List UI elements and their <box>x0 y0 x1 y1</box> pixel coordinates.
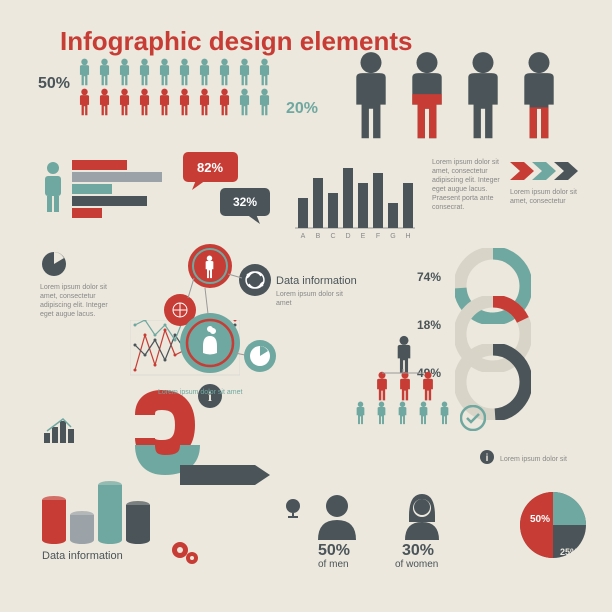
men-lbl: of men <box>318 559 349 570</box>
arrows-text: Lorem ipsum dolor sit amet, consectetur <box>510 188 582 206</box>
svg-text:H: H <box>405 233 410 240</box>
svg-text:E: E <box>361 233 366 240</box>
pie-text: Lorem ipsum dolor sit amet, consectetur … <box>40 283 120 319</box>
big-people <box>350 50 580 145</box>
svg-text:B: B <box>316 233 321 240</box>
lorem-1: Lorem ipsum dolor sit amet, consectetur … <box>432 158 502 213</box>
circles-body: Lorem ipsum dolor sit amet <box>276 290 348 308</box>
svg-text:32%: 32% <box>233 195 257 209</box>
cyl-bars <box>42 470 157 545</box>
person-icon <box>38 160 68 215</box>
pie-right-text: Lorem ipsum dolor sit <box>500 455 570 464</box>
cyl-label: Data information <box>42 550 123 562</box>
svg-text:25%: 25% <box>560 547 578 557</box>
svg-text:D: D <box>345 233 350 240</box>
pie-small-icon <box>40 250 68 278</box>
men-pct: 50% <box>318 542 350 560</box>
women-lbl: of women <box>395 559 438 570</box>
vbars: ABCDEFGH <box>290 158 420 243</box>
svg-text:i: i <box>486 453 489 464</box>
svg-text:F: F <box>376 233 380 240</box>
people-grid <box>78 58 283 118</box>
circles-cluster: i <box>150 238 310 413</box>
svg-text:G: G <box>390 233 395 240</box>
hierarchy <box>350 335 460 430</box>
svg-text:50%: 50% <box>530 514 550 525</box>
pct-right: 20% <box>286 100 318 118</box>
women-pct: 30% <box>402 542 434 560</box>
globe-icon <box>283 498 303 518</box>
gears-icon <box>170 540 202 568</box>
pct-left: 50% <box>38 75 70 93</box>
arrows <box>510 160 585 182</box>
info-icon-2: i <box>480 450 494 464</box>
man-avatar <box>310 490 365 540</box>
circles-label: Data information <box>276 275 357 287</box>
svg-text:82%: 82% <box>197 160 223 175</box>
pie-right: 50% 25% <box>518 470 588 570</box>
donuts: 74%18%49% <box>455 248 531 406</box>
ribbon-text: Lorem ipsum dolor sit amet <box>158 388 253 397</box>
bar-icon <box>42 415 80 445</box>
svg-text:C: C <box>330 233 335 240</box>
speech-bubbles: 82% 32% <box>178 150 278 230</box>
check-icon <box>460 405 486 431</box>
hbars <box>72 160 162 220</box>
woman-avatar <box>395 490 450 540</box>
